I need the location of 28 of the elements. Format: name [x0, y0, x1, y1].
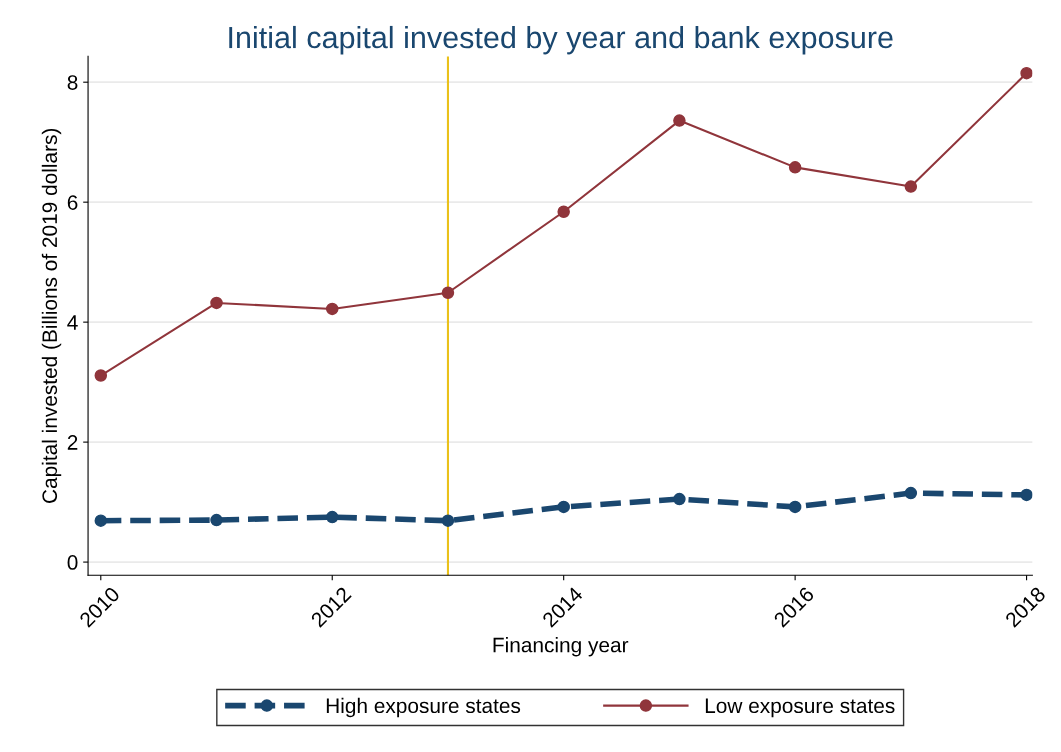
- y-tick-label: 2: [67, 435, 78, 450]
- chart-title: Initial capital invested by year and bank exposure: [229, 25, 893, 55]
- point: [557, 500, 570, 514]
- y-tick-label: 8: [67, 75, 78, 90]
- point: [94, 514, 108, 527]
- x-axis-title: Financing year: [493, 637, 629, 657]
- point: [441, 286, 455, 299]
- point: [673, 492, 686, 506]
- point: [210, 296, 223, 310]
- point: [1020, 66, 1033, 80]
- y-tick-label: 6: [67, 195, 78, 210]
- y-tick-label: 4: [67, 315, 78, 330]
- y-tick-label: 0: [67, 555, 78, 570]
- point: [904, 486, 918, 500]
- point: [788, 161, 802, 174]
- legend-label: Low exposure states: [705, 698, 895, 718]
- point: [441, 514, 455, 527]
- y-axis-title: Capital invested (Billions of 2019 dollars): [41, 128, 62, 503]
- point: [325, 510, 339, 524]
- point: [904, 180, 918, 193]
- point: [325, 302, 339, 316]
- legend-label: High exposure states: [326, 697, 521, 718]
- point: [94, 369, 108, 382]
- point: [673, 114, 686, 127]
- point: [210, 513, 223, 527]
- point: [788, 500, 802, 514]
- point: [557, 205, 570, 219]
- point: [1020, 488, 1033, 502]
